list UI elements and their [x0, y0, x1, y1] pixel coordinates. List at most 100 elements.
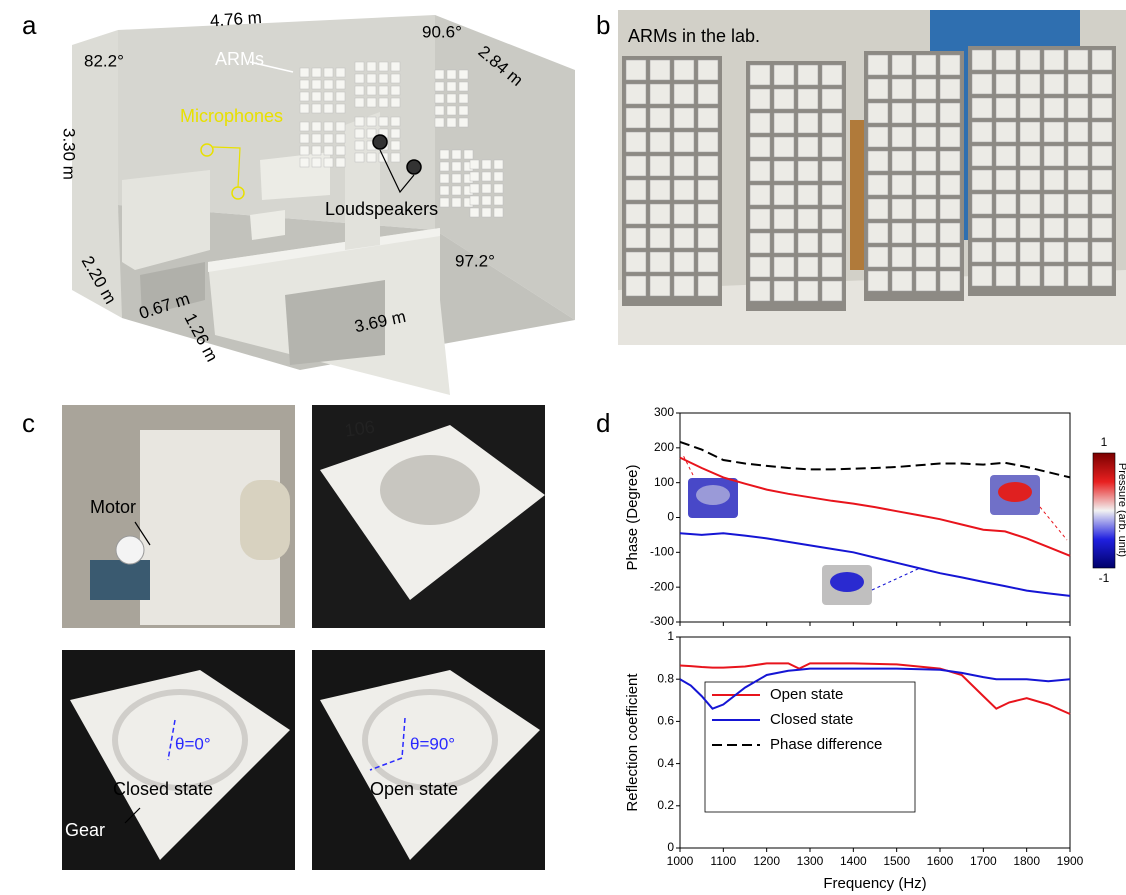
arm-cell — [996, 50, 1016, 70]
arm-cell — [916, 79, 936, 99]
photo-label: Motor — [90, 497, 136, 517]
x-tick-label: 1500 — [883, 854, 910, 868]
arm-cell — [336, 146, 345, 155]
module-photos — [62, 405, 545, 870]
arm-cell — [355, 74, 364, 83]
x-tick-label: 1100 — [710, 854, 736, 868]
arm-cell — [940, 103, 960, 123]
arm-cell — [336, 158, 345, 167]
x-tick-label: 1900 — [1057, 854, 1084, 868]
arm-cell — [355, 129, 364, 138]
arm-cell — [440, 198, 449, 207]
series-line — [680, 442, 1070, 478]
photo-label: 106 — [343, 417, 376, 441]
arm-cell — [996, 146, 1016, 166]
arm-cell — [1020, 50, 1040, 70]
arm-cell — [650, 180, 670, 200]
arm-cell — [452, 162, 461, 171]
arm-cell — [1068, 122, 1088, 142]
arm-cell — [798, 281, 818, 301]
arm-cell — [674, 108, 694, 128]
arm-cell — [892, 127, 912, 147]
room-label: 3.30 m — [60, 128, 79, 180]
arm-cell — [916, 199, 936, 219]
arm-cell — [868, 175, 888, 195]
y-tick-label: 0.4 — [657, 756, 674, 770]
arm-cell — [452, 174, 461, 183]
colorbar-label: -1 — [1099, 571, 1110, 585]
arm-cell — [774, 257, 794, 277]
arm-cell — [1020, 266, 1040, 286]
arm-cell — [336, 68, 345, 77]
arm-cell — [996, 74, 1016, 94]
arm-cell — [355, 153, 364, 162]
arm-cell — [650, 156, 670, 176]
page: abcd4.76 m90.6°2.84 m82.2°ARMsMicrophone… — [0, 0, 1126, 895]
arm-cell — [650, 228, 670, 248]
arm-cell — [626, 60, 646, 80]
arm-cell — [1092, 122, 1112, 142]
arm-cell — [774, 209, 794, 229]
arm-cell — [470, 196, 479, 205]
arm-cell — [750, 65, 770, 85]
arm-cell — [674, 132, 694, 152]
arm-cell — [1020, 122, 1040, 142]
arm-cell — [750, 257, 770, 277]
arm-cell — [1044, 50, 1064, 70]
arm-cell — [892, 103, 912, 123]
arm-cell — [324, 80, 333, 89]
arm-cell — [698, 132, 718, 152]
figure: abcd4.76 m90.6°2.84 m82.2°ARMsMicrophone… — [0, 0, 1126, 895]
arm-cell — [822, 281, 842, 301]
arm-cell — [798, 161, 818, 181]
arm-cell — [1068, 74, 1088, 94]
arm-cell — [367, 153, 376, 162]
y-axis-title: Phase (Degree) — [624, 465, 641, 571]
arm-cell — [440, 174, 449, 183]
arm-cell — [312, 134, 321, 143]
panel-label: d — [596, 408, 610, 438]
arm-cell — [494, 172, 503, 181]
legend-label: Phase difference — [770, 736, 882, 753]
arm-cell — [1092, 218, 1112, 238]
arm-cell — [626, 108, 646, 128]
arm-cell — [300, 80, 309, 89]
panel-label: c — [22, 408, 35, 438]
arm-cell — [300, 104, 309, 113]
arm-cell — [1020, 98, 1040, 118]
arm-cell — [916, 271, 936, 291]
arm-cell — [822, 65, 842, 85]
arm-cell — [1020, 74, 1040, 94]
arm-cell — [1044, 266, 1064, 286]
arm-cell — [391, 117, 400, 126]
photo-label: θ=0° — [175, 734, 211, 753]
arm-cell — [972, 50, 992, 70]
x-tick-label: 1700 — [970, 854, 997, 868]
arm-cell — [972, 194, 992, 214]
arm-cell — [892, 223, 912, 243]
arm-cell — [698, 84, 718, 104]
arm-cell — [452, 150, 461, 159]
arm-cell — [1044, 242, 1064, 262]
y-axis-title: Reflection coefficient — [624, 673, 641, 812]
arm-cell — [482, 196, 491, 205]
arm-cell — [435, 118, 444, 127]
arm-cell — [367, 98, 376, 107]
arm-cell — [1092, 50, 1112, 70]
arm-cell — [698, 156, 718, 176]
arm-cell — [940, 79, 960, 99]
arm-cell — [822, 185, 842, 205]
arm-cell — [324, 104, 333, 113]
arm-cell — [459, 70, 468, 79]
arm-cell — [674, 60, 694, 80]
arm-cell — [379, 117, 388, 126]
arm-cell — [391, 62, 400, 71]
arm-cell — [868, 151, 888, 171]
arm-cell — [435, 94, 444, 103]
arm-cell — [1020, 194, 1040, 214]
y-tick-label: 0 — [667, 840, 674, 854]
arm-cell — [892, 247, 912, 267]
arm-cell — [391, 153, 400, 162]
arm-cell — [650, 132, 670, 152]
arm-cell — [650, 276, 670, 296]
